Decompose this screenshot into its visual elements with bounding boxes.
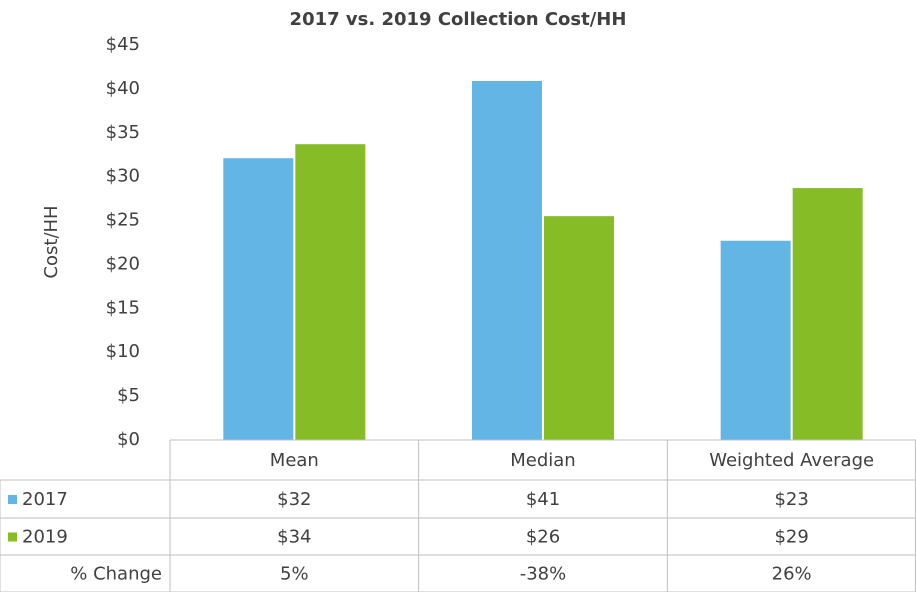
data-label: $41 <box>526 489 560 510</box>
y-tick-label: $25 <box>106 210 140 231</box>
data-label: $26 <box>526 527 560 548</box>
y-tick-label: $40 <box>106 78 140 99</box>
bar <box>720 240 791 440</box>
x-tick-label: Weighted Average <box>709 450 874 471</box>
x-tick-label: Mean <box>270 450 319 471</box>
data-label: 5% <box>280 564 309 585</box>
data-label: $29 <box>774 527 808 548</box>
data-label: $23 <box>774 489 808 510</box>
y-axis-label: Cost/HH <box>41 205 62 278</box>
legend-label: 2019 <box>22 527 68 548</box>
chart-title: 2017 vs. 2019 Collection Cost/HH <box>290 9 627 30</box>
bar <box>544 216 614 440</box>
legend-swatch <box>8 495 17 504</box>
row-label: % Change <box>70 564 162 585</box>
bar <box>472 80 542 440</box>
y-tick-label: $0 <box>117 429 140 450</box>
data-label: 26% <box>772 564 812 585</box>
data-label: $32 <box>277 489 311 510</box>
y-tick-label: $45 <box>106 34 140 55</box>
bar <box>792 188 863 440</box>
y-tick-label: $35 <box>106 122 140 143</box>
legend-swatch <box>8 532 17 542</box>
y-tick-label: $30 <box>106 166 140 187</box>
y-tick-label: $20 <box>106 253 140 274</box>
y-tick-label: $10 <box>106 341 140 362</box>
bar <box>295 144 366 440</box>
y-tick-label: $15 <box>106 297 140 318</box>
data-label: -38% <box>520 564 567 585</box>
x-tick-label: Median <box>510 450 575 471</box>
bar <box>223 158 294 440</box>
legend-label: 2017 <box>22 489 68 510</box>
y-tick-label: $5 <box>117 385 140 406</box>
data-label: $34 <box>277 527 311 548</box>
